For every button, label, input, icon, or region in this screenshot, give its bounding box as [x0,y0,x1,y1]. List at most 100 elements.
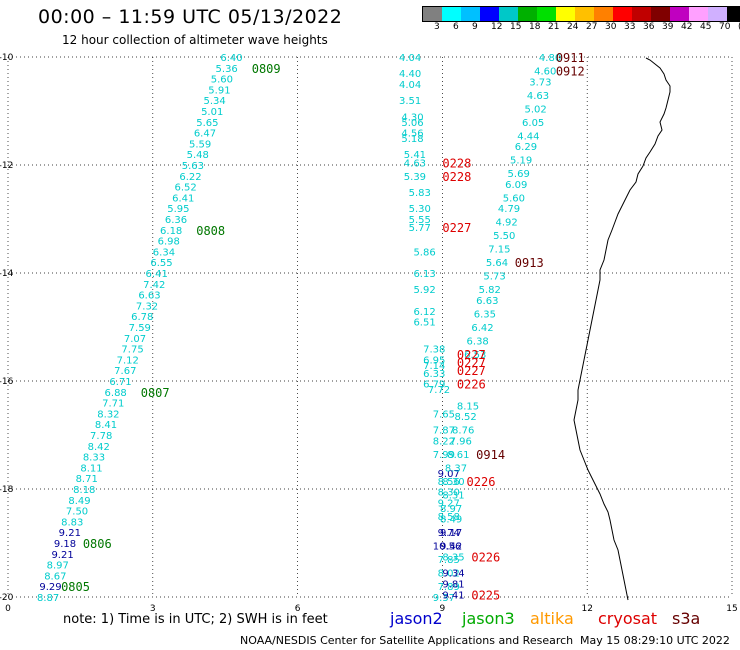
wave-height-value: 6.22 [179,172,201,183]
wave-height-value: 3.51 [399,96,421,107]
wave-height-value: 4.79 [498,204,520,215]
wave-height-value: 4.30 [401,112,423,123]
wave-height-value: 6.41 [146,269,168,280]
wave-height-value: 6.51 [413,318,435,329]
pass-time-label: 0806 [83,537,112,551]
wave-height-value: 8.30 [438,488,460,499]
wave-height-value: 8.42 [88,442,110,453]
wave-height-value: 7.38 [423,345,445,356]
y-tick-label: -12 [0,161,13,171]
color-scale-tick: 15 [510,22,522,32]
wave-height-value: 5.82 [479,285,501,296]
color-swatch [461,7,480,21]
wave-height-value: 6.79 [423,380,445,391]
wave-height-value: 8.37 [445,463,467,474]
wave-height-value: 5.18 [401,134,423,145]
wave-height-value: 5.92 [413,285,435,296]
wave-height-value: 4.56 [401,129,423,140]
wave-height-value: 8.32 [97,409,119,420]
color-scale-tick: (ft) [738,22,740,32]
wave-height-value: 5.83 [409,188,431,199]
wave-height-value: 8.49 [440,515,462,526]
wave-height-value: 8.97 [440,504,462,515]
wave-height-value: 6.47 [194,129,216,140]
x-tick-label: 9 [440,604,446,614]
x-tick-labels: 0 3 6 9 12 15 [5,604,738,614]
pass-time-label: 0228 [442,156,471,170]
pass-time-label: 0226 [467,475,496,489]
wave-height-value: 6.34 [153,247,175,258]
wave-height-value: 8.15 [457,401,479,412]
wave-height-value: 5.77 [409,223,431,234]
color-scale-tick: 33 [624,22,636,32]
time-labels: 0809080808070806080502280228022702270227… [61,51,585,602]
pass-time-label: 0911 [556,51,585,65]
legend-jason2: jason2 [390,609,443,628]
pass-time-label: 0226 [457,378,486,392]
wave-height-value: 6.18 [160,226,182,237]
wave-height-value: 5.39 [404,172,426,183]
wave-height-value: 5.69 [508,169,530,180]
wave-height-value: 5.59 [189,139,211,150]
pass-time-label: 0227 [457,364,486,378]
pass-time-label: 0913 [515,256,544,270]
wave-height-value: 4.80 [539,53,561,64]
wave-height-value: 4.44 [517,131,539,142]
data-points: 6.405.365.605.915.345.015.656.475.595.48… [37,53,561,604]
wave-height-value: 5.36 [216,64,238,75]
wave-height-value: 8.87 [37,593,59,604]
y-tick-label: -10 [0,53,14,63]
footer-credit: NOAA/NESDIS Center for Satellite Applica… [240,634,574,647]
wave-height-value: 9.37 [433,593,455,604]
wave-height-value: 8.41 [95,420,117,431]
wave-height-value: 7.99 [433,450,455,461]
color-scale-tick: 30 [605,22,617,32]
wave-height-value: 3.73 [529,77,551,88]
color-scale-tick: 12 [491,22,503,32]
wave-height-value: 7.12 [117,355,139,366]
color-swatch [499,7,518,21]
wave-height-value: 7.15 [488,245,510,256]
legend-s3a: s3a [672,609,701,628]
color-swatch [575,7,594,21]
wave-height-value: 5.41 [404,150,426,161]
wave-height-value: 6.63 [138,291,160,302]
wave-height-value: 7.96 [450,436,472,447]
wave-height-value: 9.41 [442,590,464,601]
wave-height-value: 9.17 [440,528,462,539]
wave-height-value: 6.42 [471,323,493,334]
pass-time-label: 0914 [476,448,505,462]
color-swatch [480,7,499,21]
wave-height-value: 6.63 [476,296,498,307]
wave-height-value: 8.58 [438,512,460,523]
wave-height-value: 8.76 [452,426,474,437]
wave-height-value: 6.35 [474,310,496,321]
wave-height-value: 5.19 [510,156,532,167]
wave-height-value: 7.32 [136,301,158,312]
y-tick-label: -20 [0,593,14,603]
wave-height-value: 6.33 [423,369,445,380]
wave-height-value: 7.50 [66,507,88,518]
wave-height-value: 8.83 [61,517,83,528]
wave-height-value: 5.06 [401,118,423,129]
wave-height-value: 5.64 [486,258,508,269]
wave-height-value: 7.89 [438,582,460,593]
wave-height-value: 7.42 [143,280,165,291]
wave-height-value: 8.71 [76,474,98,485]
wave-height-value: 8.35 [442,553,464,564]
color-scale-tick: 70 [719,22,731,32]
pass-time-label: 0808 [196,224,225,238]
wave-height-value: 5.34 [203,96,225,107]
wave-height-value: 6.36 [165,215,187,226]
color-swatch [594,7,613,21]
color-scale-tick: 39 [662,22,674,32]
color-scale-tick: 42 [681,22,693,32]
color-swatch [518,7,537,21]
pass-time-label: 0805 [61,580,90,594]
wave-height-value: 4.04 [399,80,421,91]
wave-height-value: 4.04 [399,53,421,64]
wave-height-value: 6.05 [522,118,544,129]
wave-height-value: 10.56 [433,542,462,553]
wave-height-value: 9.42 [440,542,462,553]
